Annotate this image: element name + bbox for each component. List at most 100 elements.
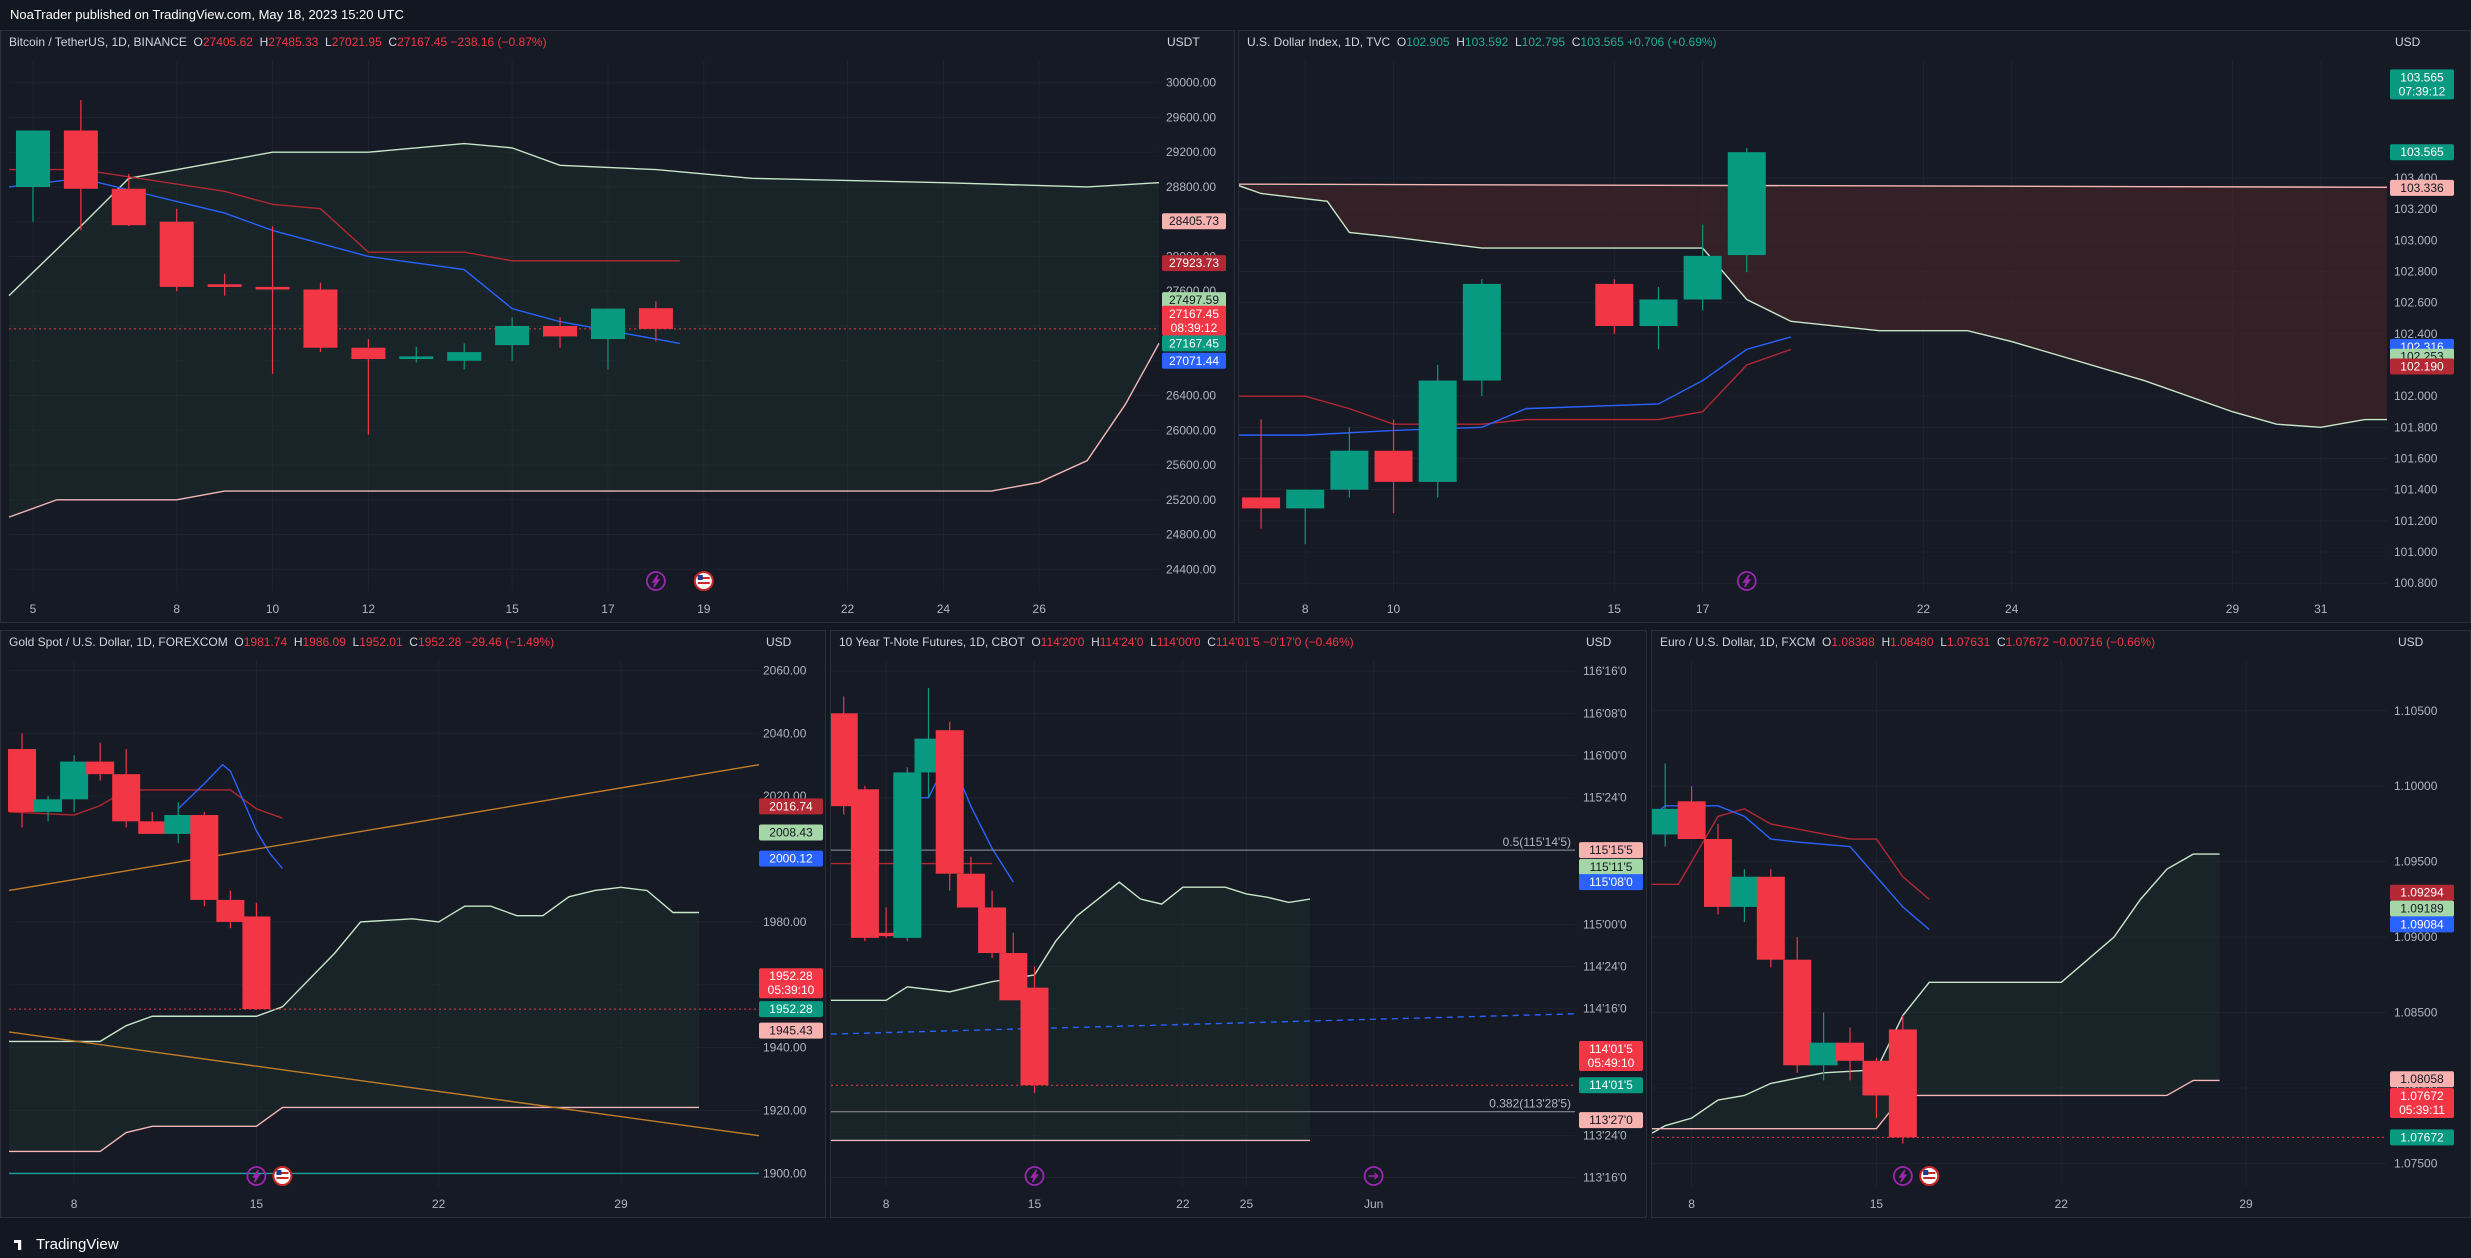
- y-tick-label: 26400.00: [1166, 389, 1216, 403]
- candle: [956, 856, 985, 908]
- price-badge-text: 27167.45: [1169, 307, 1219, 321]
- chart-panel-gold[interactable]: 2060.002040.002020.001980.001960.001940.…: [0, 630, 826, 1218]
- candle: [1809, 1012, 1838, 1081]
- cloud-fill: [9, 143, 1159, 518]
- x-tick-label: 29: [614, 1197, 628, 1211]
- price-badge-text: 2008.43: [769, 826, 813, 840]
- price-badge: 28405.73: [1162, 213, 1226, 230]
- y-tick-label: 101.000: [2394, 545, 2438, 559]
- price-badge-bg: [1162, 335, 1226, 352]
- y-tick-label: 102.000: [2394, 389, 2438, 403]
- y-tick-label: 113'24'0: [1583, 1128, 1627, 1142]
- candle: [447, 343, 482, 370]
- footer-brand[interactable]: TradingView: [0, 1232, 2471, 1258]
- flag-stripe: [697, 582, 710, 584]
- price-badge: 103.336: [2390, 179, 2454, 196]
- indicator-blue-dashed: [831, 1013, 1576, 1035]
- candle-body: [1730, 876, 1759, 907]
- x-tick-label: 5: [30, 602, 37, 616]
- y-tick-label: 25200.00: [1166, 493, 1216, 507]
- countdown-text: 05:49:10: [1588, 1056, 1635, 1070]
- y-tick-label: 29600.00: [1166, 110, 1216, 124]
- indicator-blue-line: [8, 177, 680, 345]
- y-tick-label: 1.10000: [2394, 779, 2438, 793]
- x-tick-label: 10: [1387, 602, 1401, 616]
- price-badge-bg: [2390, 69, 2454, 100]
- candle: [1330, 427, 1369, 498]
- candle: [34, 796, 63, 822]
- candle-body: [34, 799, 63, 812]
- chart-panel-btc[interactable]: 30000.0029600.0029200.0028800.0028400.00…: [0, 30, 1235, 623]
- candle: [1783, 937, 1812, 1073]
- price-badge-text: 27497.59: [1169, 293, 1219, 307]
- price-badge-bg: [1162, 255, 1226, 272]
- candle: [1374, 419, 1413, 514]
- us-flag-event-icon[interactable]: [693, 571, 714, 591]
- currency-label: USD: [1586, 635, 1612, 649]
- y-tick-label: 102.600: [2394, 296, 2438, 310]
- x-tick-label: 29: [2239, 1197, 2253, 1211]
- candle-body: [590, 308, 625, 340]
- indicator-red-line: [1239, 348, 1792, 425]
- flag-stripe: [1923, 1177, 1936, 1179]
- price-badge: 1.07672: [2390, 1129, 2454, 1146]
- candle: [1704, 823, 1733, 915]
- y-tick-label: 102.400: [2394, 327, 2438, 341]
- candle: [1020, 966, 1049, 1094]
- change-value: −0'17'0 (−0.46%): [1263, 635, 1354, 649]
- candle-body: [1677, 801, 1706, 840]
- lightning-event-icon[interactable]: [1736, 571, 1757, 591]
- symbol-title: Euro / U.S. Dollar, 1D, FXCM: [1660, 635, 1816, 649]
- price-badge-bg: [2390, 1088, 2454, 1119]
- price-badge-bg: [2390, 916, 2454, 933]
- y-tick-label: 29200.00: [1166, 145, 1216, 159]
- marker-symbol: [1030, 1169, 1039, 1183]
- candle-body: [1242, 497, 1281, 509]
- candle-body: [8, 749, 37, 812]
- candle-body: [216, 899, 245, 922]
- chart-panel-eur[interactable]: 1.10500 1.10000 1.09500 1.09000 1.08500 1.080…: [1651, 630, 2471, 1218]
- lightning-event-icon[interactable]: [645, 571, 666, 591]
- chart-panel-dxy[interactable]: 103.400 103.200 103.000 102.800 102.600 102.4…: [1238, 30, 2471, 623]
- price-badge-text: 1952.28: [769, 969, 813, 983]
- flag-circle: [1919, 1166, 1940, 1186]
- chart-panel-tnote[interactable]: 116'16'0 116'08'0 116'00'0 115'24'0 115'00'0…: [830, 630, 1647, 1218]
- indicator-red-line: [1652, 808, 1930, 900]
- price-badge-bg: [2390, 144, 2454, 161]
- close-value: 27167.45: [397, 35, 448, 49]
- low-value: 114'00'0: [1156, 635, 1201, 649]
- lightning-event-icon[interactable]: [1892, 1166, 1913, 1186]
- price-badge-bg: [1579, 842, 1643, 859]
- candle: [255, 226, 290, 374]
- price-badge-text: 28405.73: [1169, 214, 1219, 228]
- price-badge-text: 103.336: [2400, 181, 2444, 195]
- candle-body: [112, 774, 141, 822]
- us-flag-event-icon[interactable]: [1919, 1166, 1940, 1186]
- x-tick-label: 17: [1696, 602, 1710, 616]
- candle: [399, 346, 434, 363]
- price-badge-text: 27923.73: [1169, 256, 1219, 270]
- price-badge-bg: [1579, 1041, 1643, 1072]
- candle: [893, 767, 922, 942]
- price-badge: 27497.59: [1162, 292, 1226, 309]
- y-tick-label: 102.800: [2394, 264, 2438, 278]
- price-badge: 2008.43: [759, 824, 823, 841]
- indicator-red-line: [9, 168, 680, 262]
- lightning-event-icon[interactable]: [246, 1166, 267, 1186]
- x-tick-label: 29: [2226, 602, 2240, 616]
- candle-body: [1286, 489, 1325, 509]
- price-badge-bg: [2390, 179, 2454, 196]
- arrow-event-icon[interactable]: [1363, 1166, 1384, 1186]
- high-value: 103.592: [1464, 35, 1509, 49]
- symbol-title: Gold Spot / U.S. Dollar, 1D, FOREXCOM: [9, 635, 228, 649]
- lightning-event-icon[interactable]: [1024, 1166, 1045, 1186]
- x-tick-label: 24: [937, 602, 951, 616]
- us-flag-event-icon[interactable]: [272, 1166, 293, 1186]
- price-badge: 115'08'0: [1579, 874, 1643, 891]
- cloud-fill: [831, 882, 1311, 1141]
- flag-circle: [693, 571, 714, 591]
- y-tick-label: 1980.00: [763, 915, 807, 929]
- candle-body: [1783, 959, 1812, 1066]
- candle: [543, 317, 578, 348]
- candle-body: [1683, 255, 1722, 300]
